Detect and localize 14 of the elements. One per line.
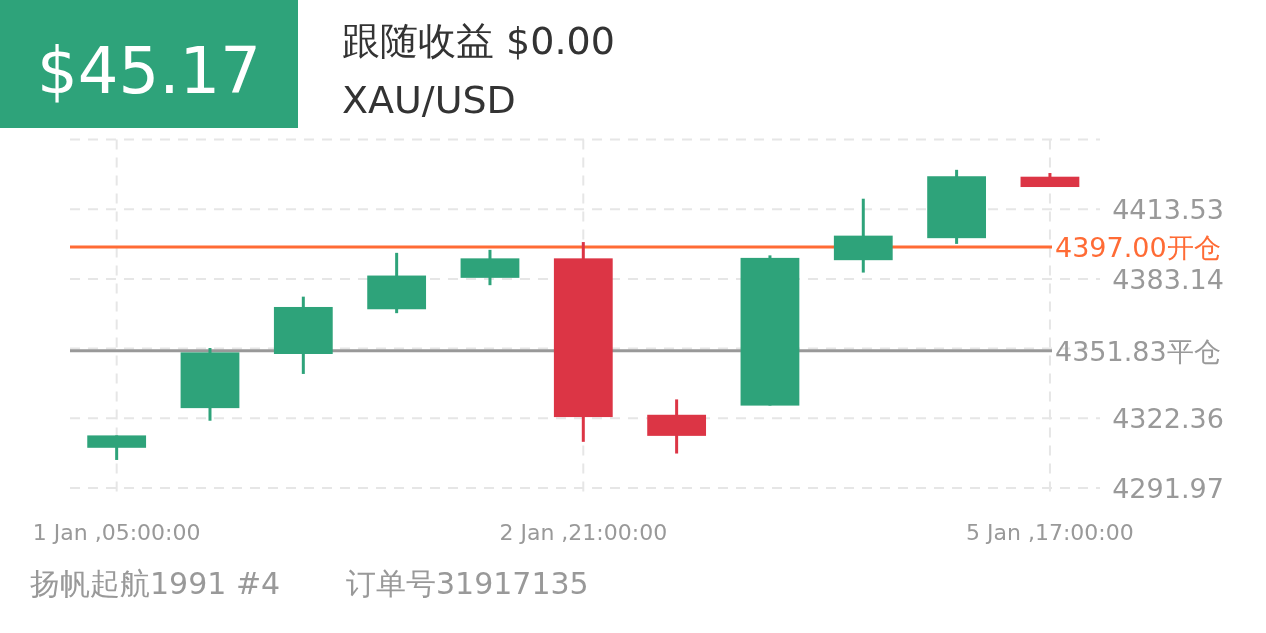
y-tick-label: 4291.97 — [1112, 473, 1224, 504]
x-tick-label: 1 Jan ,05:00:00 — [32, 520, 201, 545]
x-tick-label: 2 Jan ,21:00:00 — [499, 520, 668, 545]
text: XAU/USD — [342, 78, 516, 122]
ref-line-label: 4397.00开仓 — [1055, 232, 1221, 264]
x-tick-label: 5 Jan ,17:00:00 — [966, 520, 1134, 545]
y-tick-label: 4383.14 — [1112, 263, 1224, 295]
text: 扬帆起航1991 #4 — [30, 566, 281, 601]
text: 订单号31917135 — [346, 566, 589, 601]
ref-line-label: 4351.83平仓 — [1055, 335, 1221, 367]
y-tick-label: 4413.53 — [1112, 194, 1224, 226]
y-tick-label: 4322.36 — [1112, 403, 1224, 435]
chart-title: $45.17 — [37, 34, 261, 108]
chart-subtitle: 跟随收益 $0.00 — [342, 19, 615, 63]
